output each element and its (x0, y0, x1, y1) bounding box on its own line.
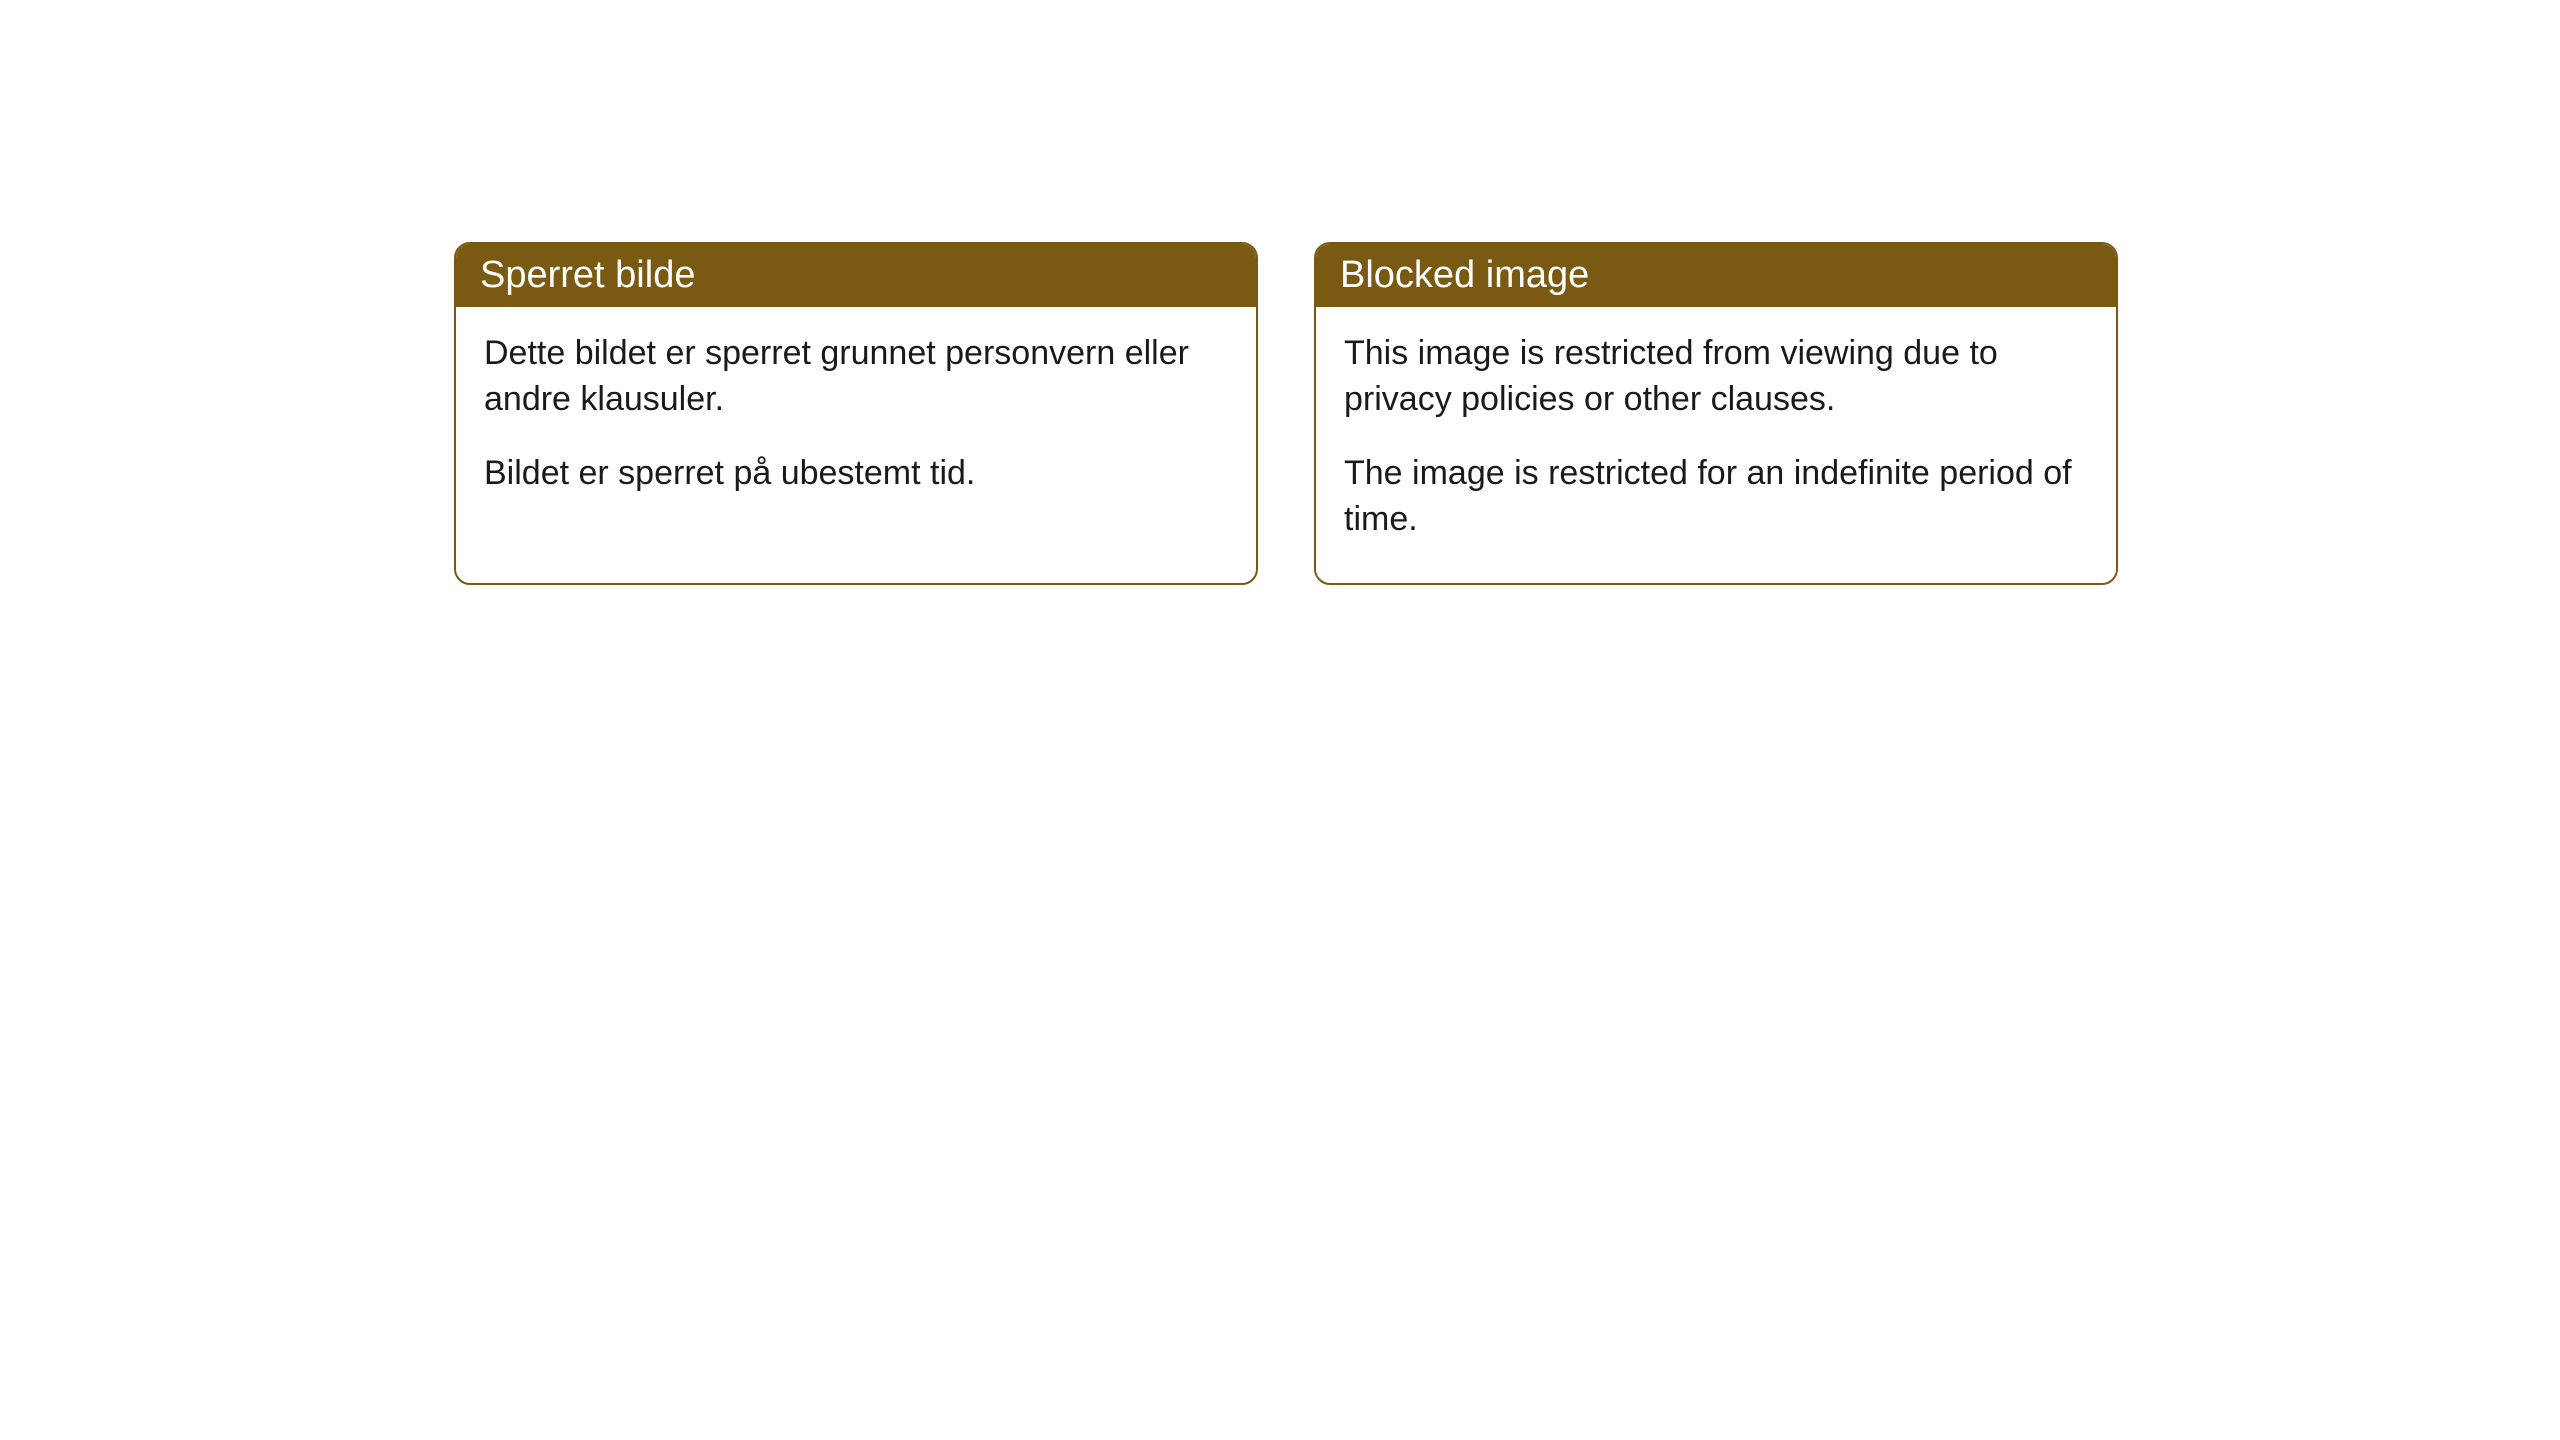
card-header-english: Blocked image (1316, 244, 2116, 307)
notice-card-english: Blocked image This image is restricted f… (1314, 242, 2118, 585)
card-paragraph: Bildet er sperret på ubestemt tid. (484, 451, 1228, 497)
notice-container: Sperret bilde Dette bildet er sperret gr… (454, 242, 2118, 585)
card-paragraph: The image is restricted for an indefinit… (1344, 451, 2088, 543)
notice-card-norwegian: Sperret bilde Dette bildet er sperret gr… (454, 242, 1258, 585)
card-paragraph: Dette bildet er sperret grunnet personve… (484, 331, 1228, 423)
card-paragraph: This image is restricted from viewing du… (1344, 331, 2088, 423)
card-title: Sperret bilde (480, 254, 695, 296)
card-body-norwegian: Dette bildet er sperret grunnet personve… (456, 307, 1256, 537)
card-header-norwegian: Sperret bilde (456, 244, 1256, 307)
card-body-english: This image is restricted from viewing du… (1316, 307, 2116, 583)
card-title: Blocked image (1340, 254, 1589, 296)
